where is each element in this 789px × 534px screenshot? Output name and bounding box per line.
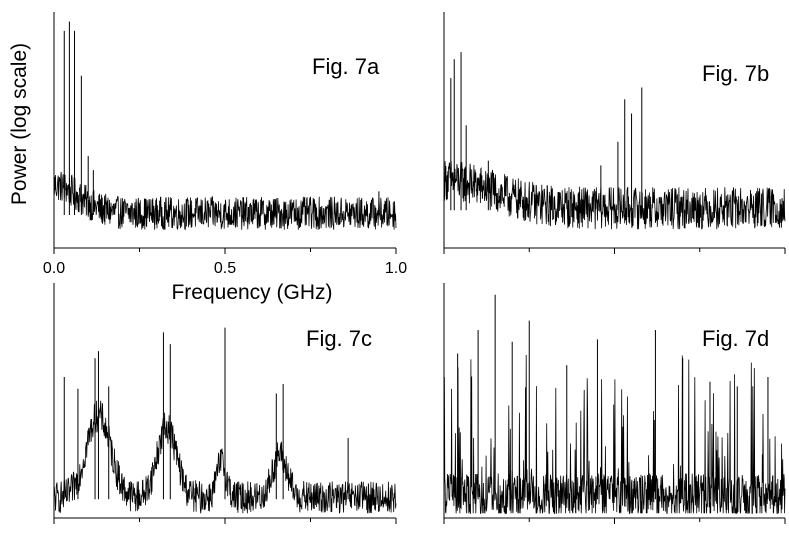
- panel-title: Fig. 7b: [702, 61, 769, 86]
- panel-title: Fig. 7d: [702, 326, 769, 351]
- panel-fig-7d: Fig. 7d: [443, 283, 786, 524]
- spectrum-peaks: [63, 327, 349, 500]
- spectrum-trace: [443, 354, 786, 514]
- y-axis-label: Power (log scale): [8, 43, 31, 205]
- panel-fig-7a: 0.0 0.5 1.0 Fig. 7a: [43, 12, 407, 277]
- panel-title: Fig. 7c: [306, 326, 372, 351]
- x-tick-label-4: 1.0: [385, 260, 407, 277]
- spectrum-peaks: [457, 294, 769, 500]
- x-ticks: [53, 248, 397, 254]
- spectrum-trace: [443, 160, 786, 230]
- panel-title: Fig. 7a: [312, 54, 380, 79]
- x-ticks: [443, 518, 786, 524]
- x-tick-labels: 0.0 0.5 1.0: [43, 260, 407, 277]
- x-axis-label: Frequency (GHz): [171, 281, 332, 304]
- x-ticks: [443, 248, 786, 254]
- spectrum-trace: [53, 171, 397, 231]
- panel-fig-7b: Fig. 7b: [443, 12, 786, 254]
- x-tick-label-0: 0.0: [43, 260, 65, 277]
- spectrum-peaks: [450, 52, 643, 211]
- x-tick-label-2: 0.5: [214, 260, 236, 277]
- spectrum-peaks: [63, 21, 380, 215]
- x-ticks: [53, 518, 397, 524]
- panel-fig-7c: Fig. 7c: [53, 283, 397, 524]
